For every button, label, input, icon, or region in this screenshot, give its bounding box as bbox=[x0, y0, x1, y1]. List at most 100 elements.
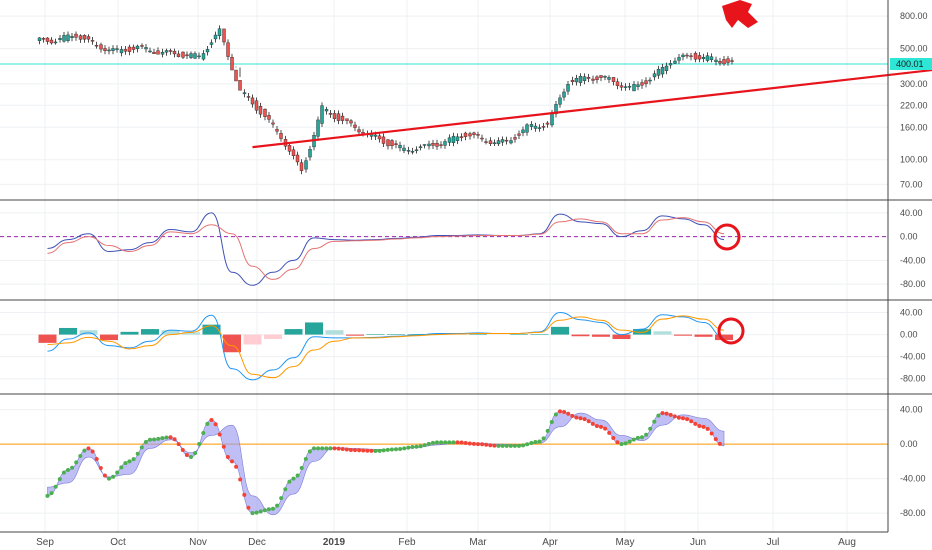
candle-body bbox=[41, 38, 46, 40]
candle-body bbox=[709, 56, 714, 60]
candle-body bbox=[377, 135, 382, 140]
x-tick-label: Feb bbox=[398, 537, 416, 548]
oscillator-dot bbox=[566, 411, 571, 416]
oscillator-dot bbox=[521, 443, 526, 448]
oscillator-dot bbox=[57, 477, 62, 482]
candle-body bbox=[468, 133, 472, 137]
oscillator-dot bbox=[324, 446, 329, 451]
candle-body bbox=[86, 36, 91, 40]
candle-body bbox=[517, 133, 521, 136]
candle-body bbox=[381, 136, 386, 144]
oscillator-dot bbox=[53, 484, 58, 489]
oscillator-dot bbox=[111, 474, 116, 479]
candle-body bbox=[480, 137, 484, 140]
candle-body bbox=[336, 113, 341, 121]
candle-body bbox=[664, 65, 669, 71]
oscillator-dot bbox=[250, 511, 255, 516]
oscillator-dot bbox=[291, 476, 296, 481]
macd-series-line bbox=[47, 217, 725, 280]
candle-body bbox=[357, 129, 361, 133]
oscillator-dot bbox=[430, 440, 435, 445]
annotations bbox=[713, 0, 758, 345]
candle-body bbox=[70, 36, 74, 38]
y-tick-label: 220.00 bbox=[900, 100, 928, 110]
histogram-bar bbox=[653, 331, 672, 335]
oscillator-dot bbox=[283, 487, 288, 492]
candle-body bbox=[636, 84, 640, 87]
candle-body bbox=[533, 125, 538, 129]
candle-body bbox=[566, 84, 570, 92]
oscillator-dot bbox=[90, 449, 95, 454]
oscillator-dot bbox=[373, 449, 378, 453]
candle-body bbox=[627, 86, 632, 88]
candle-body bbox=[316, 119, 320, 137]
candle-body bbox=[660, 66, 665, 75]
oscillator-band-pane[interactable] bbox=[0, 409, 888, 516]
histogram-bar bbox=[346, 334, 364, 336]
candle-body bbox=[103, 48, 107, 51]
candle-body bbox=[591, 78, 595, 81]
candle-body bbox=[599, 75, 603, 78]
candle-body bbox=[275, 129, 279, 132]
price-pane[interactable] bbox=[0, 25, 932, 175]
candle-body bbox=[673, 60, 677, 64]
candle-body bbox=[66, 34, 70, 41]
candle-body bbox=[570, 79, 575, 82]
candle-body bbox=[201, 53, 206, 60]
y-tick-label: -80.00 bbox=[900, 508, 926, 518]
oscillator-dot bbox=[213, 422, 218, 427]
candle-body bbox=[455, 136, 460, 141]
oscillator-dot bbox=[488, 443, 493, 448]
x-tick-label: Sep bbox=[36, 537, 54, 548]
candle-body bbox=[496, 140, 501, 145]
oscillator-dot bbox=[611, 436, 616, 441]
candle-body bbox=[209, 42, 214, 45]
candle-body bbox=[603, 76, 607, 78]
oscillator-dot bbox=[476, 442, 480, 447]
y-tick-label: 0.00 bbox=[900, 232, 918, 242]
oscillator-dot bbox=[225, 455, 230, 460]
candle-body bbox=[299, 162, 304, 171]
candle-body bbox=[697, 55, 702, 60]
candle-body bbox=[140, 45, 144, 47]
macd-line-pane[interactable] bbox=[0, 212, 888, 286]
candle-body bbox=[410, 151, 415, 153]
x-tick-label: Apr bbox=[542, 537, 558, 548]
y-tick-label: 40.00 bbox=[900, 308, 923, 318]
candle-body bbox=[107, 49, 111, 52]
oscillator-dot bbox=[61, 470, 66, 475]
histogram-bar bbox=[551, 326, 569, 335]
histogram-bar bbox=[243, 334, 262, 345]
candle-body bbox=[422, 144, 427, 146]
oscillator-dot bbox=[398, 447, 403, 452]
oscillator-dot bbox=[553, 412, 558, 417]
oscillator-dot bbox=[369, 448, 374, 453]
histogram-bar bbox=[202, 324, 221, 335]
oscillator-dot bbox=[164, 435, 169, 440]
oscillator-dot bbox=[689, 419, 694, 424]
y-tick-label: 160.00 bbox=[900, 122, 928, 132]
candle-body bbox=[656, 68, 661, 76]
candle-body bbox=[53, 41, 58, 44]
candle-body bbox=[213, 34, 218, 40]
histogram-bar bbox=[59, 327, 77, 335]
y-tick-label: 0.00 bbox=[900, 330, 918, 340]
oscillator-dot bbox=[102, 473, 107, 478]
candle-body bbox=[254, 100, 259, 111]
oscillator-dot bbox=[234, 464, 239, 469]
candle-body bbox=[328, 113, 333, 115]
oscillator-dot bbox=[410, 444, 415, 449]
x-tick-label: 2019 bbox=[323, 537, 346, 548]
oscillator-dot bbox=[266, 507, 271, 512]
histogram-bar bbox=[674, 334, 692, 336]
macd-histogram-pane[interactable] bbox=[38, 312, 734, 381]
candle-body bbox=[558, 97, 562, 105]
candle-body bbox=[115, 48, 119, 50]
level-badge-label: 400.01 bbox=[896, 59, 924, 69]
oscillator-dot bbox=[328, 446, 333, 451]
oscillator-dot bbox=[426, 441, 431, 446]
candle-body bbox=[37, 37, 42, 41]
oscillator-dot bbox=[631, 437, 636, 442]
candle-body bbox=[222, 28, 226, 43]
